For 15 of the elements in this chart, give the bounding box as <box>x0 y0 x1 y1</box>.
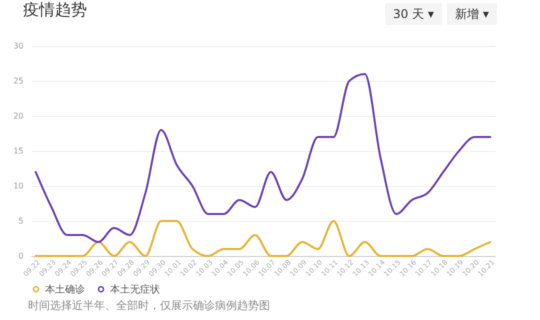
y-tick-label: 30 <box>13 42 24 50</box>
y-tick-label: 25 <box>13 76 24 86</box>
dropdown-button: 新增 ▾ <box>447 3 497 25</box>
y-tick-label: 10 <box>13 182 24 190</box>
y-tick-label: 15 <box>13 146 24 156</box>
y-tick-label: 5 <box>18 216 24 226</box>
legend-label: 本土无症状 <box>110 283 160 296</box>
text: 时间选择近半年、全部时，仅展示确诊病例趋势图 <box>28 298 270 313</box>
y-tick-label: 0 <box>18 252 24 260</box>
y-tick-label: 20 <box>13 112 24 120</box>
line-series <box>34 73 492 243</box>
dropdown-button: 30 天 ▾ <box>385 3 442 25</box>
legend-label: 本土确诊 <box>45 283 85 296</box>
line-series <box>34 220 492 257</box>
chart-title: 疫情趋势 <box>22 0 87 19</box>
